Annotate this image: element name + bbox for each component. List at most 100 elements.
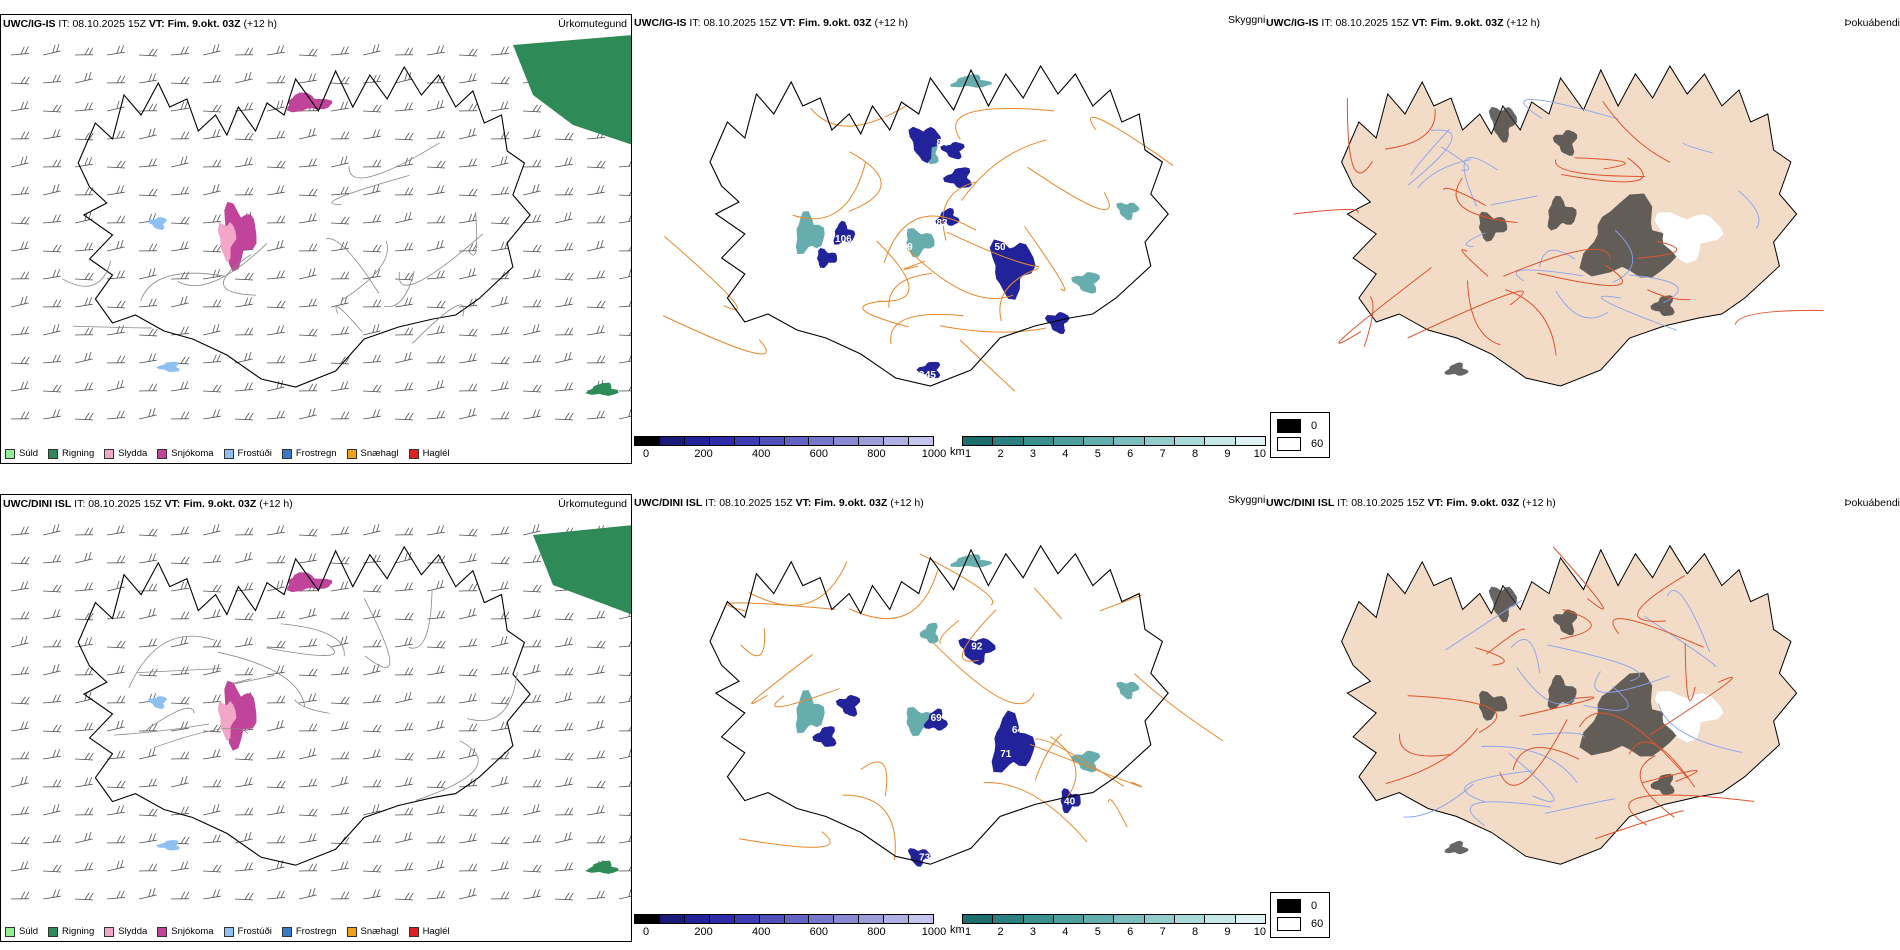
wind-barb <box>459 188 477 196</box>
legend-label: Frostregn <box>296 926 337 937</box>
colorbar-segment <box>760 437 785 445</box>
wind-barb <box>297 128 316 139</box>
wind-barb <box>459 724 477 731</box>
legend-item: Rigning <box>48 448 94 459</box>
wind-barb <box>330 581 349 591</box>
wind-barb <box>363 864 381 872</box>
ceiling-value: 56 <box>838 713 850 724</box>
colorbar-segment <box>834 915 859 923</box>
wind-barb <box>106 665 125 675</box>
wind-barb <box>521 664 540 675</box>
wind-barb <box>105 240 124 251</box>
wind-barb <box>395 272 413 280</box>
wind-barb <box>459 584 477 591</box>
road-line <box>940 326 1046 332</box>
wind-barb <box>331 752 349 759</box>
legend-item: Frostregn <box>282 448 337 459</box>
colorbar-tick: 10 <box>1254 926 1266 938</box>
wind-barb <box>299 48 317 56</box>
wind-barb <box>266 610 285 619</box>
wind-barb <box>74 862 93 871</box>
wind-barb <box>427 160 445 168</box>
wind-barb <box>522 889 541 899</box>
wind-barb <box>395 412 413 420</box>
wind-barb <box>619 668 632 676</box>
wind-barb <box>74 777 93 787</box>
wind-barb <box>426 185 445 195</box>
wind-barb <box>331 272 349 279</box>
wind-barb <box>266 750 285 759</box>
wind-barb <box>394 157 413 167</box>
wind-barb <box>75 48 93 55</box>
panel-header: UWC/DINI ISL IT: 08.10.2025 15Z VT: Fim.… <box>634 497 924 509</box>
wind-barb <box>298 553 317 563</box>
wind-barb <box>105 860 124 871</box>
colorbar-segment <box>660 915 685 923</box>
wind-barb <box>553 352 572 363</box>
wind-barb <box>361 184 380 195</box>
ceiling-value: 45 <box>925 370 937 381</box>
wind-barb <box>75 528 93 535</box>
legend-swatch <box>347 927 357 937</box>
wind-barb <box>137 748 156 759</box>
wind-barb <box>523 724 541 732</box>
colorbar-tick: 1 <box>965 448 971 460</box>
wind-barb <box>203 640 221 647</box>
road-line <box>984 783 1087 843</box>
wind-barb <box>170 46 189 55</box>
wind-barb <box>394 102 413 111</box>
legend-label: Snjókoma <box>171 448 213 459</box>
road-line <box>749 561 847 605</box>
wind-barb <box>106 45 125 55</box>
wind-barb <box>458 353 477 363</box>
wind-barb <box>139 328 157 336</box>
wind-barb <box>555 752 573 760</box>
road-line <box>1034 588 1061 619</box>
legend-label: Snæhagl <box>361 926 399 937</box>
wind-barb <box>490 666 509 675</box>
colorbar-segment <box>909 915 933 923</box>
road-line <box>349 143 440 178</box>
legend-swatch <box>282 449 292 459</box>
wind-barb <box>267 696 285 703</box>
fog-legend: 0 60 <box>1270 412 1330 458</box>
wind-barb <box>235 752 253 760</box>
wind-barb <box>171 892 189 899</box>
wind-barb <box>362 554 381 563</box>
wind-barb <box>491 216 509 224</box>
wind-barb <box>202 834 221 843</box>
wind-barb <box>457 608 476 619</box>
wind-barb <box>459 384 477 391</box>
fog-panel-bottom: UWC/DINI ISL IT: 08.10.2025 15Z VT: Fim.… <box>1264 494 1900 942</box>
wind-barb <box>427 696 445 703</box>
panel-header: UWC/IG-IS IT: 08.10.2025 15Z VT: Fim. 9.… <box>3 18 277 30</box>
wind-barb <box>137 608 156 619</box>
wind-barb <box>42 129 61 139</box>
wind-barb <box>75 412 93 420</box>
colorbar-unit: km <box>950 924 965 936</box>
colorbar-segment <box>1236 437 1265 445</box>
wind-barb <box>490 46 509 55</box>
wind-barb <box>554 157 573 167</box>
wind-barb <box>458 638 477 647</box>
wind-barb <box>619 808 632 816</box>
wind-barb <box>266 890 285 899</box>
wind-barb <box>43 780 61 787</box>
colorbar-tick: 4 <box>1062 448 1068 460</box>
wind-barb <box>522 129 541 139</box>
coastline <box>710 546 1168 864</box>
wind-barb <box>330 326 349 335</box>
wind-barb <box>42 214 61 223</box>
wind-barb <box>10 381 29 391</box>
colorbar-tick: 200 <box>694 448 712 460</box>
wind-barb <box>619 244 632 251</box>
legend-item: Snæhagl <box>347 448 399 459</box>
wind-barb <box>267 780 285 788</box>
panel-header: UWC/DINI ISL IT: 08.10.2025 15Z VT: Fim.… <box>1266 497 1556 509</box>
colorbar-segment <box>884 437 909 445</box>
wind-barb <box>75 668 93 675</box>
ceiling-value: 68 <box>983 230 995 241</box>
wind-barb <box>362 129 381 139</box>
ceiling-colorbar: 02004006008001000m <box>634 436 934 462</box>
wind-barb <box>299 188 317 196</box>
